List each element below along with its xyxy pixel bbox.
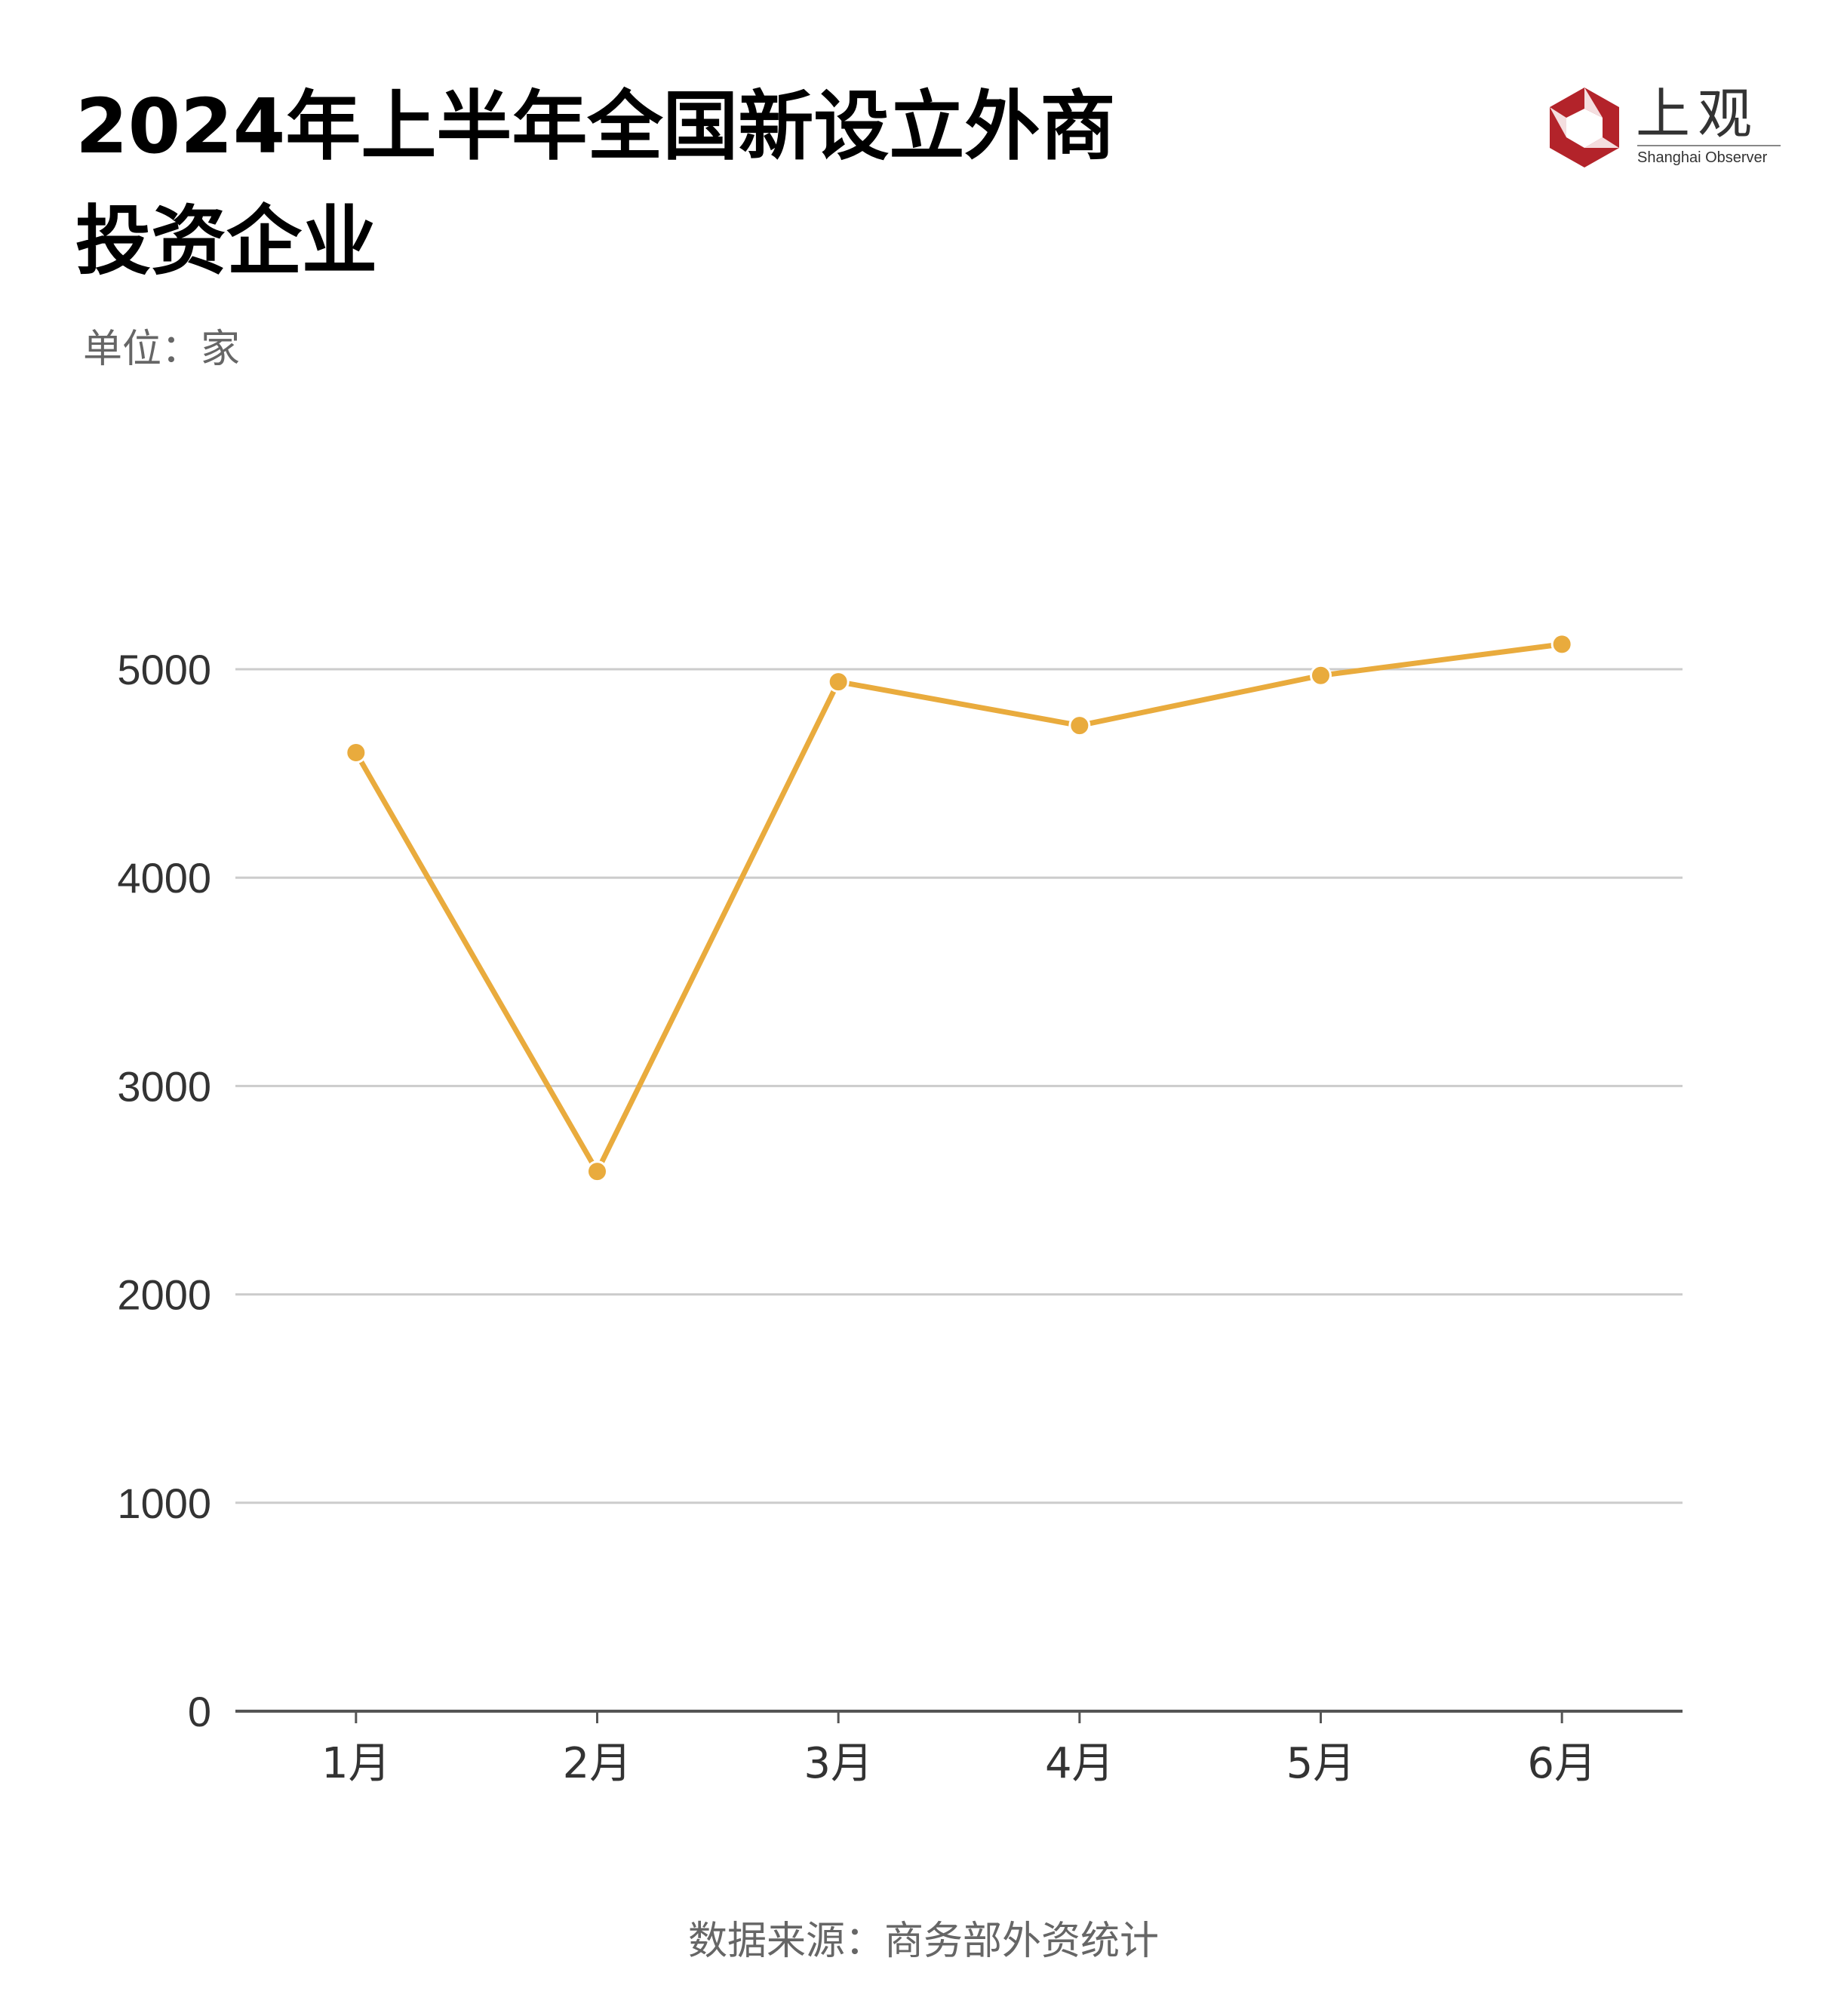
series-line xyxy=(353,641,1565,1175)
logo-text-cn: 上观 xyxy=(1636,82,1760,146)
data-point xyxy=(1068,715,1091,737)
x-tick-label: 5月 xyxy=(1286,1739,1356,1788)
grid-lines xyxy=(235,668,1683,1504)
data-point xyxy=(1310,664,1332,687)
x-tick-label: 4月 xyxy=(1045,1739,1114,1788)
x-tick-label: 1月 xyxy=(321,1739,391,1788)
chart-title-line1: 2024年上半年全国新设立外商 xyxy=(75,82,1116,171)
y-tick-label: 0 xyxy=(188,1688,211,1735)
y-tick-label: 2000 xyxy=(117,1271,211,1319)
axes xyxy=(235,1710,1683,1723)
series xyxy=(345,633,1573,1183)
y-tick-labels: 0 1000 2000 3000 4000 5000 xyxy=(117,646,211,1735)
x-tick-labels: 1月 2月 3月 4月 5月 6月 xyxy=(321,1739,1597,1788)
data-point xyxy=(586,1160,608,1183)
data-point xyxy=(827,671,850,693)
x-tick-label: 3月 xyxy=(804,1739,873,1788)
y-tick-label: 4000 xyxy=(117,854,211,902)
unit-label: 单位：家 xyxy=(83,327,241,372)
data-point xyxy=(1550,633,1573,656)
y-tick-label: 5000 xyxy=(117,646,211,693)
data-point xyxy=(345,741,367,764)
line-chart: 0 1000 2000 3000 4000 5000 1月 2月 3月 4月 5月 6月 xyxy=(117,633,1683,1788)
x-tick-label: 6月 xyxy=(1527,1739,1597,1788)
y-tick-label: 1000 xyxy=(117,1480,211,1527)
logo-text-en: Shanghai Observer xyxy=(1637,149,1768,166)
data-source: 数据来源：商务部外资统计 xyxy=(687,1919,1159,1964)
x-tick-label: 2月 xyxy=(563,1739,632,1788)
shanghai-observer-logo: 上观 Shanghai Observer xyxy=(1539,82,1781,174)
logo-divider xyxy=(1637,145,1781,146)
logo-hexagon-icon xyxy=(1550,88,1619,167)
chart-title: 2024年上半年全国新设立外商 投资企业 xyxy=(75,69,1207,299)
y-tick-label: 3000 xyxy=(117,1062,211,1110)
chart-title-line2: 投资企业 xyxy=(75,197,377,285)
